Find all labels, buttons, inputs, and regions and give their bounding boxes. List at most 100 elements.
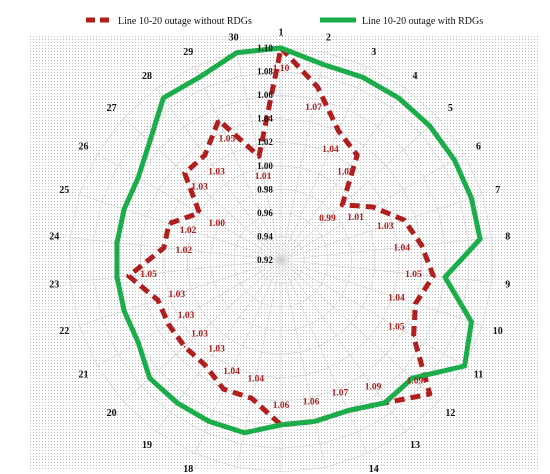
point-with-rdgs-7: [470, 197, 473, 199]
category-label-4: 4: [413, 71, 418, 82]
point-with-rdgs-13: [384, 402, 386, 404]
radial-tick-label: 0.92: [257, 255, 273, 265]
point-with-rdgs-17: [243, 432, 246, 434]
data-label-20: 1.03: [191, 329, 208, 339]
category-label-24: 24: [49, 232, 59, 243]
data-label-11: 1.05: [388, 323, 405, 333]
radial-tick-label: 1.02: [257, 137, 273, 147]
grid-spoke: [70, 237, 282, 261]
category-label-19: 19: [142, 440, 152, 451]
radial-tick-labels: 0.92 0.94 0.96 0.98 1.00 1.02 1.04 1.06 1.08 1.10: [257, 43, 273, 265]
point-with-rdgs-19: [176, 402, 178, 404]
grid-spoke: [280, 259, 483, 326]
series-layer: [114, 45, 483, 436]
data-label-28: 1.03: [208, 167, 225, 177]
data-label-15: 1.06: [303, 398, 320, 408]
data-label-14: 1.07: [332, 388, 349, 398]
grid-spoke: [156, 88, 282, 261]
data-label-19: 1.03: [208, 345, 225, 355]
radial-tick-label: 1.08: [257, 67, 273, 77]
grid-spoke: [280, 117, 439, 261]
point-with-rdgs-6: [453, 159, 456, 161]
point-with-rdgs-11: [463, 365, 466, 367]
point-with-rdgs-20: [148, 377, 151, 380]
radial-tick-label: 1.06: [257, 90, 273, 100]
category-label-26: 26: [79, 142, 89, 153]
data-label-30: 1.01: [255, 172, 272, 182]
point-with-rdgs-14: [347, 409, 349, 412]
point-without-rdgs-30: [258, 155, 260, 158]
data-label-1: 1.10: [273, 64, 290, 74]
data-label-2: 1.07: [305, 103, 322, 113]
point-with-rdgs-2: [321, 63, 324, 65]
radial-tick-label: 0.94: [257, 231, 273, 241]
point-without-rdgs-4: [356, 154, 359, 156]
data-label-4: 1.03: [337, 167, 354, 177]
legend-label-without-rdgs: Line 10-20 outage without RDGs: [118, 16, 252, 27]
grid-spoke: [97, 259, 282, 367]
point-with-rdgs-1: [280, 47, 282, 49]
point-with-rdgs-8: [479, 238, 481, 240]
point-without-rdgs-27: [183, 172, 186, 175]
radial-tick-label: 0.98: [257, 184, 273, 194]
grid-spoke: [280, 237, 492, 261]
grid-spoke: [280, 259, 465, 367]
point-without-rdgs-23: [127, 275, 130, 277]
category-label-7: 7: [495, 185, 500, 196]
data-label-3: 1.04: [322, 145, 339, 155]
category-label-8: 8: [505, 232, 510, 243]
point-without-rdgs-24: [163, 246, 165, 249]
radial-tick-label: 0.96: [257, 208, 273, 218]
data-label-7: 1.03: [377, 222, 394, 232]
data-label-29: 1.05: [219, 134, 236, 144]
category-label-11: 11: [474, 370, 483, 381]
grid-spoke: [79, 194, 282, 261]
point-without-rdgs-7: [403, 219, 406, 221]
data-label-23: 1.05: [140, 270, 157, 280]
point-with-rdgs-27: [148, 141, 151, 143]
category-label-9: 9: [505, 279, 510, 290]
data-label-13: 1.09: [365, 383, 382, 393]
grid-spoke: [280, 88, 406, 261]
point-without-rdgs-12: [429, 393, 431, 395]
category-label-28: 28: [142, 71, 152, 82]
category-label-23: 23: [49, 279, 59, 290]
point-without-rdgs-21: [168, 324, 170, 326]
data-label-22: 1.03: [168, 290, 185, 300]
radial-tick-label: 1.04: [257, 114, 273, 124]
point-without-rdgs-22: [157, 299, 159, 301]
category-label-29: 29: [183, 47, 193, 58]
point-without-rdgs-5: [341, 204, 344, 206]
point-with-rdgs-26: [137, 176, 139, 179]
point-without-rdgs-28: [204, 154, 206, 156]
point-without-rdgs-18: [222, 388, 225, 390]
category-label-5: 5: [448, 103, 453, 114]
category-label-20: 20: [107, 408, 117, 419]
data-labels: 1.10 1.07 1.04 1.03 0.99 1.01 1.03 1.04 1.05 1.04…: [140, 64, 423, 411]
point-without-rdgs-19: [204, 364, 206, 366]
point-without-rdgs-20: [183, 345, 186, 348]
point-with-rdgs-21: [137, 341, 139, 344]
category-label-13: 13: [410, 440, 420, 451]
data-label-10: 1.04: [388, 294, 405, 304]
point-with-rdgs-12: [411, 377, 414, 380]
data-label-24: 1.02: [175, 246, 192, 256]
point-with-rdgs-24: [116, 242, 118, 244]
point-with-rdgs-30: [236, 51, 238, 54]
data-label-18: 1.04: [223, 367, 240, 377]
category-label-1: 1: [279, 28, 284, 39]
category-label-22: 22: [59, 326, 69, 337]
point-without-rdgs-26: [198, 212, 201, 214]
grid-spoke: [194, 66, 282, 261]
data-label-8: 1.04: [393, 243, 410, 253]
point-with-rdgs-5: [429, 125, 431, 127]
point-without-rdgs-10: [414, 302, 417, 305]
point-with-rdgs-22: [123, 310, 125, 312]
data-label-25: 1.02: [180, 226, 197, 236]
category-label-14: 14: [369, 464, 379, 474]
category-label-6: 6: [476, 142, 481, 153]
radial-tick-label: 1.00: [257, 161, 273, 171]
category-label-18: 18: [183, 464, 193, 474]
data-label-16: 1.06: [273, 401, 290, 411]
